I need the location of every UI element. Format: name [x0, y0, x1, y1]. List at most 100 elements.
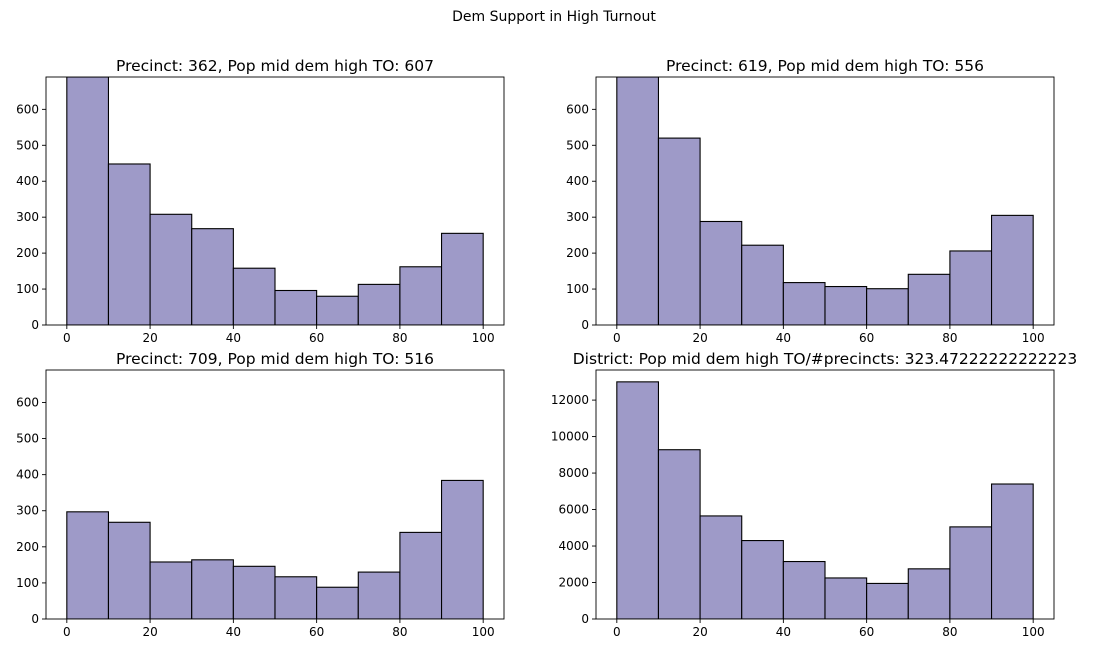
y-tick-label: 0	[581, 612, 589, 626]
histogram-bar	[907, 273, 951, 325]
axes-frame	[595, 369, 1055, 620]
histogram-bar	[316, 295, 359, 325]
x-tick-label: 60	[859, 625, 874, 639]
bars	[616, 381, 1034, 619]
y-tick-label: 500	[16, 432, 39, 446]
axes-frame	[595, 76, 1055, 326]
y-tick-label: 500	[566, 138, 589, 152]
panel-precinct-619: 0 20 40 60 80 100 0 100 200 300 400 500 600 Precinct:…	[566, 57, 1055, 345]
histogram-bar	[699, 220, 743, 325]
histogram-bar	[107, 521, 151, 619]
y-tick-label: 0	[31, 612, 39, 626]
y-tick-label: 100	[16, 282, 39, 296]
panel-district: 0 20 40 60 80 100 0 2000 4000 6000 8000 10000 12000 D…	[551, 350, 1077, 639]
x-tick-label: 0	[613, 331, 621, 345]
y-tick-label: 4000	[558, 539, 589, 553]
x-tick-label: 20	[142, 625, 157, 639]
x-tick-label: 60	[309, 331, 324, 345]
histogram-bar	[66, 77, 110, 325]
x-tick-label: 40	[776, 625, 791, 639]
y-tick-label: 0	[581, 318, 589, 332]
histogram-bar	[824, 285, 868, 325]
x-tick-label: 0	[63, 331, 71, 345]
histogram-bar	[191, 559, 234, 619]
x-tick-label: 40	[226, 625, 241, 639]
y-tick-label: 8000	[558, 466, 589, 480]
subplot-title: Precinct: 709, Pop mid dem high TO: 516	[116, 350, 434, 368]
y-tick-label: 2000	[558, 576, 589, 590]
y-tick-label: 400	[566, 174, 589, 188]
x-tick-label: 100	[472, 625, 495, 639]
panel-precinct-709: 0 20 40 60 80 100 0 100 200 300 400 500 600 Precinct:…	[16, 350, 505, 639]
axes-frame	[45, 369, 505, 620]
histogram-bar	[866, 288, 909, 325]
y-tick-label: 600	[16, 395, 39, 409]
bars	[66, 479, 484, 619]
subplot-title: District: Pop mid dem high TO/#precincts…	[573, 350, 1078, 368]
x-tick-label: 20	[692, 331, 707, 345]
y-tick-label: 100	[566, 282, 589, 296]
panel-precinct-362: 0 20 40 60 80 100 0 100 200 300 400 500 600 Precinct:…	[16, 57, 505, 345]
histogram-bar	[741, 540, 784, 619]
histogram-bar	[107, 163, 151, 325]
histogram-bar	[616, 77, 660, 325]
x-tick-label: 80	[392, 331, 407, 345]
x-tick-label: 80	[942, 625, 957, 639]
histogram-bar	[990, 483, 1034, 619]
y-tick-label: 300	[16, 504, 39, 518]
y-tick-label: 300	[566, 210, 589, 224]
histogram-bar	[657, 449, 701, 619]
y-tick-label: 600	[16, 102, 39, 116]
histogram-bar	[149, 213, 193, 325]
histogram-bar	[782, 282, 826, 325]
y-tick-label: 0	[31, 318, 39, 332]
bars	[66, 77, 484, 325]
y-tick-label: 500	[16, 138, 39, 152]
x-tick-label: 40	[776, 331, 791, 345]
y-tick-label: 6000	[558, 503, 589, 517]
x-tick-label: 0	[63, 625, 71, 639]
histogram-bar	[440, 479, 484, 619]
histogram-bar	[357, 571, 401, 619]
histogram-bar	[232, 267, 276, 325]
x-tick-label: 60	[859, 331, 874, 345]
histogram-bar	[949, 526, 993, 619]
x-tick-label: 80	[392, 625, 407, 639]
y-tick-label: 300	[16, 210, 39, 224]
histogram-bar	[657, 137, 701, 325]
histogram-bar	[357, 283, 401, 325]
histogram-bar	[907, 568, 951, 619]
histogram-bar	[699, 515, 743, 619]
x-tick-label: 20	[142, 331, 157, 345]
y-tick-label: 600	[566, 102, 589, 116]
y-tick-label: 400	[16, 174, 39, 188]
axes-frame	[45, 76, 505, 326]
histogram-bar	[866, 582, 909, 619]
x-tick-label: 20	[692, 625, 707, 639]
x-tick-label: 80	[942, 331, 957, 345]
x-tick-label: 40	[226, 331, 241, 345]
histogram-bar	[399, 266, 443, 325]
histogram-bar	[274, 576, 318, 619]
histogram-bar	[782, 560, 826, 619]
x-tick-label: 0	[613, 625, 621, 639]
subplot-title: Precinct: 362, Pop mid dem high TO: 607	[116, 57, 434, 75]
x-tick-label: 100	[1022, 331, 1045, 345]
histogram-bar	[149, 561, 193, 619]
histogram-bar	[616, 381, 660, 619]
x-tick-label: 60	[309, 625, 324, 639]
histogram-bar	[399, 531, 443, 619]
y-tick-label: 200	[566, 246, 589, 260]
histogram-bar	[274, 289, 318, 325]
histogram-bar	[232, 565, 276, 619]
y-tick-label: 200	[16, 246, 39, 260]
histogram-bar	[66, 511, 110, 619]
histogram-bar	[191, 228, 234, 325]
subplot-title: Precinct: 619, Pop mid dem high TO: 556	[666, 57, 984, 75]
histogram-bar	[990, 214, 1034, 325]
histogram-bar	[741, 244, 784, 325]
x-tick-label: 100	[472, 331, 495, 345]
y-tick-label: 100	[16, 576, 39, 590]
histogram-bar	[440, 232, 484, 325]
